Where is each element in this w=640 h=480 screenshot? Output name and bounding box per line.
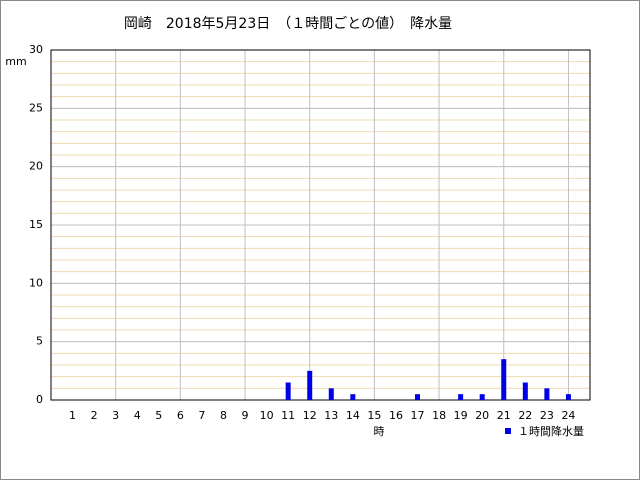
plot-border xyxy=(50,49,591,401)
bar xyxy=(522,382,528,400)
x-tick-label: 15 xyxy=(367,409,381,422)
bar xyxy=(285,382,291,400)
bar xyxy=(544,388,550,400)
x-tick-label: 18 xyxy=(432,409,446,422)
bar xyxy=(458,394,464,400)
x-tick-label: 24 xyxy=(561,409,575,422)
x-tick-label: 17 xyxy=(411,409,425,422)
x-tick-label: 21 xyxy=(497,409,511,422)
x-tick-label: 5 xyxy=(155,409,162,422)
bar xyxy=(479,394,485,400)
y-tick-label: 15 xyxy=(29,218,43,231)
y-tick-label: 25 xyxy=(29,101,43,114)
y-tick-label: 30 xyxy=(29,43,43,56)
legend-swatch xyxy=(505,428,511,434)
x-tick-label: 1 xyxy=(69,409,76,422)
y-tick-label: 5 xyxy=(36,335,43,348)
bar xyxy=(415,394,421,400)
bar xyxy=(328,388,334,400)
bar xyxy=(307,370,313,400)
x-tick-label: 10 xyxy=(260,409,274,422)
x-tick-label: 14 xyxy=(346,409,360,422)
bar xyxy=(565,394,571,400)
x-tick-label: 23 xyxy=(540,409,554,422)
x-tick-label: 3 xyxy=(112,409,119,422)
x-tick-label: 20 xyxy=(475,409,489,422)
bar xyxy=(501,359,507,400)
x-tick-label: 12 xyxy=(303,409,317,422)
x-tick-label: 19 xyxy=(454,409,468,422)
y-tick-label: 20 xyxy=(29,160,43,173)
x-tick-label: 2 xyxy=(91,409,98,422)
x-tick-label: 13 xyxy=(324,409,338,422)
y-tick-label: 0 xyxy=(36,393,43,406)
x-tick-label: 7 xyxy=(198,409,205,422)
legend-label: １時間降水量 xyxy=(518,424,584,438)
x-tick-label: 8 xyxy=(220,409,227,422)
y-tick-label: 10 xyxy=(29,276,43,289)
x-tick-label: 9 xyxy=(242,409,249,422)
x-axis-label: 時 xyxy=(374,425,385,438)
x-tick-label: 16 xyxy=(389,409,403,422)
y-axis-label: mm xyxy=(5,55,26,68)
chart-title: 岡崎 2018年5月23日 （１時間ごとの値） 降水量 xyxy=(124,16,452,32)
x-tick-label: 6 xyxy=(177,409,184,422)
x-tick-label: 11 xyxy=(281,409,295,422)
x-tick-label: 4 xyxy=(134,409,141,422)
x-tick-label: 22 xyxy=(518,409,532,422)
bar xyxy=(350,394,356,400)
